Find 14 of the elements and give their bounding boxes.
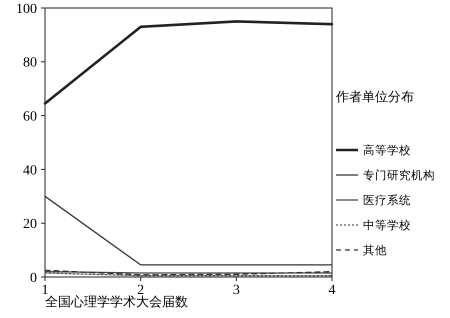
y-tick-label: 100 xyxy=(16,2,37,17)
legend-title: 作者单位分布 xyxy=(335,90,414,105)
y-tick-label: 40 xyxy=(23,163,37,178)
y-tick-label: 0 xyxy=(30,270,37,286)
x-tick-label: 3 xyxy=(232,283,240,298)
y-tick-label: 20 xyxy=(23,217,37,232)
legend-label: 中等学校 xyxy=(363,218,411,232)
y-tick-label: 60 xyxy=(23,110,37,124)
legend-label: 其他 xyxy=(363,243,387,258)
y-tick-label: 80 xyxy=(23,56,37,71)
legend-label: 医疗系统 xyxy=(363,193,411,208)
legend-label: 高等学校 xyxy=(363,143,411,158)
legend-label: 专门研究机构 xyxy=(363,168,435,182)
x-tick-label: 4 xyxy=(328,283,336,298)
